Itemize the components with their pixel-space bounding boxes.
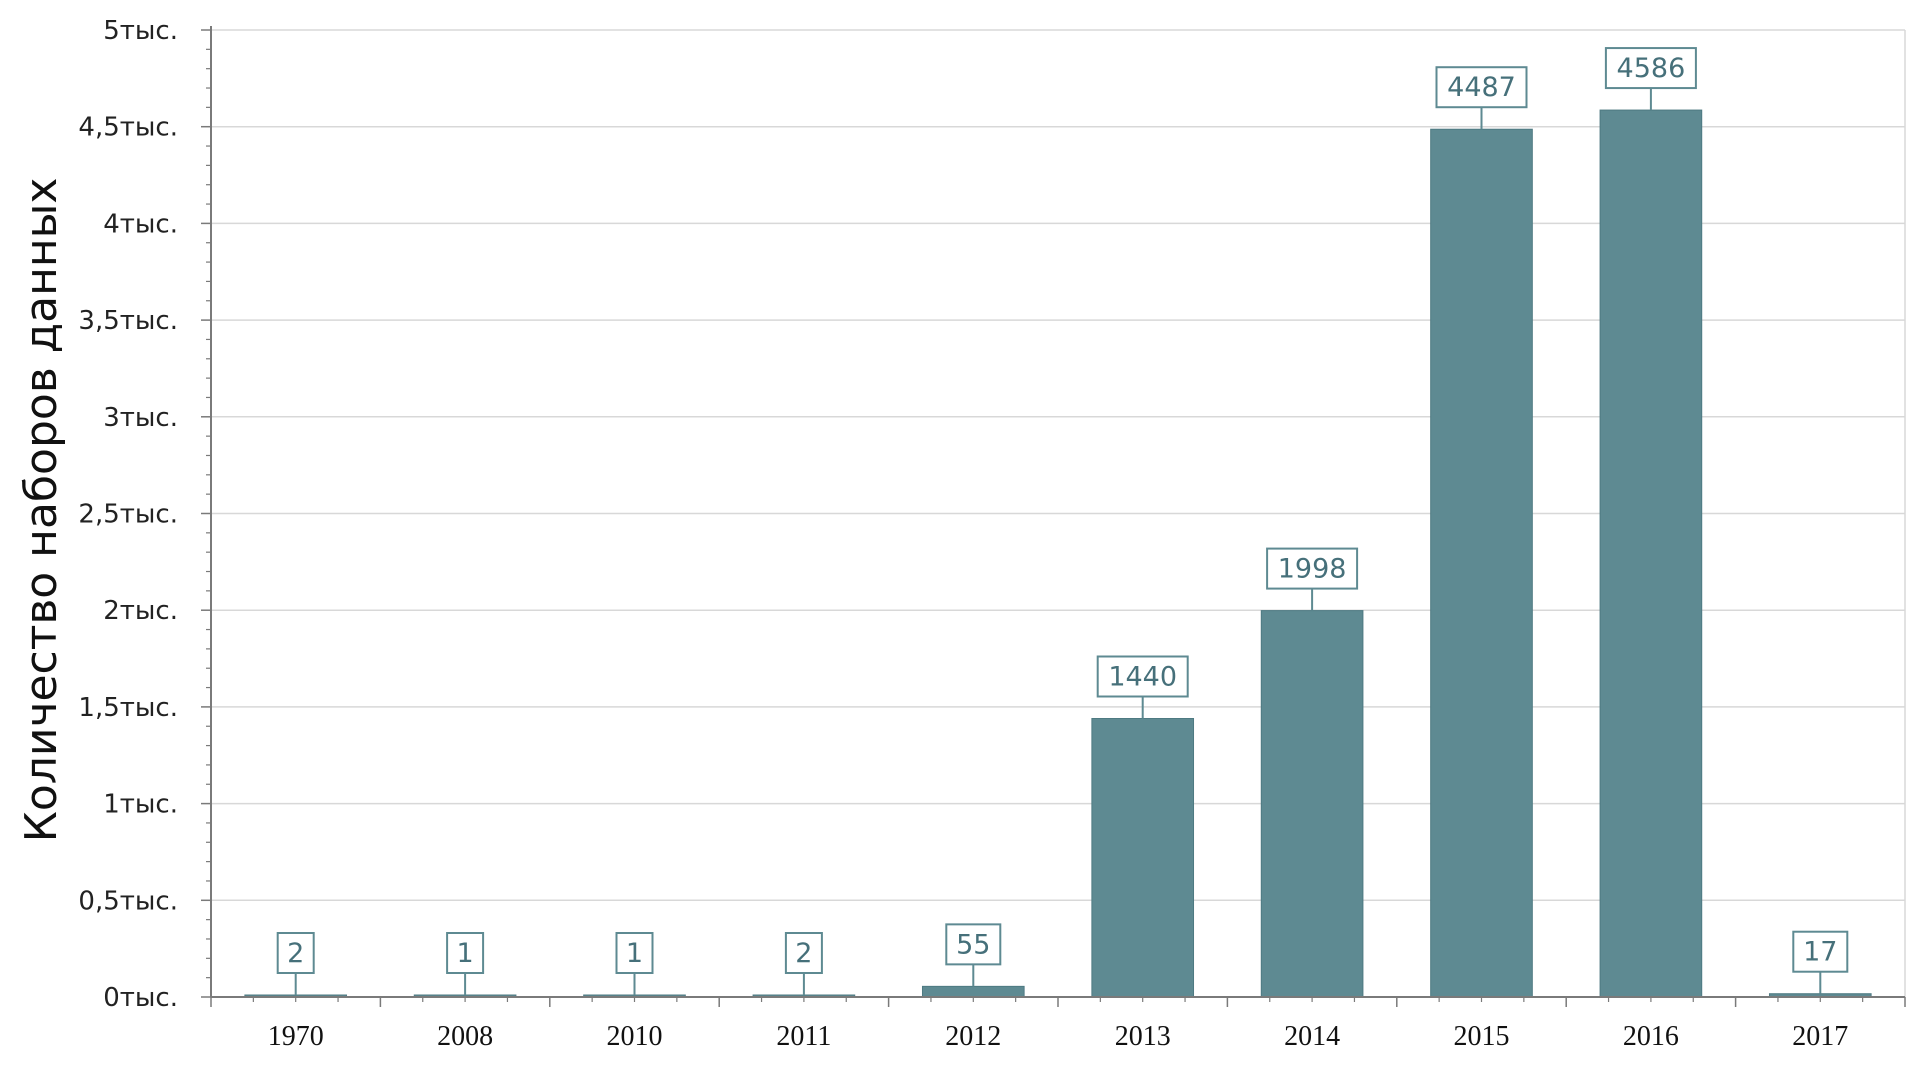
y-tick-label: 0,5тыс. (78, 886, 178, 916)
y-tick-label: 3тыс. (103, 403, 178, 433)
bar (921, 985, 1025, 998)
data-label: 1 (626, 938, 643, 969)
bars (244, 109, 1872, 998)
data-label: 1 (457, 938, 474, 969)
data-label-box (1792, 930, 1849, 973)
data-labels: 2 1 1 2 55 1440 1998 4487 4586 17 (276, 47, 1849, 995)
data-label: 2 (287, 938, 304, 969)
x-tick-label: 2015 (1454, 1021, 1510, 1052)
x-tick-label: 2017 (1792, 1021, 1848, 1052)
data-label: 1440 (1108, 662, 1177, 693)
y-tick-label: 4,5тыс. (78, 113, 178, 143)
y-axis-title: Количество наборов данных (16, 178, 67, 843)
bar (1430, 128, 1533, 998)
data-label-box (945, 923, 1002, 966)
data-label: 4487 (1447, 72, 1516, 103)
x-tick-label: 1970 (268, 1021, 324, 1052)
bar (1260, 610, 1364, 998)
data-label: 1998 (1278, 554, 1347, 585)
data-label: 4586 (1617, 53, 1686, 84)
axes: 0тыс. 0,5тыс. 1тыс. 1,5тыс. 2тыс. 2,5тыс. 3тыс… (78, 16, 1906, 1052)
bar (1599, 109, 1703, 998)
y-tick-label: 3,5тыс. (78, 306, 178, 336)
data-label-box (1096, 655, 1189, 698)
x-tick-label: 2010 (607, 1021, 663, 1052)
y-tick-label: 2,5тыс. (78, 500, 178, 530)
data-label-box (784, 932, 823, 974)
y-axis-title-group: Количество наборов данных (16, 178, 67, 843)
data-label-box (1266, 547, 1359, 590)
data-label: 55 (956, 929, 990, 960)
x-tick-label: 2012 (945, 1021, 1001, 1052)
bar (1091, 718, 1195, 998)
data-label-box (1604, 47, 1697, 90)
data-label-box (615, 932, 654, 974)
y-tick-label: 0тыс. (103, 983, 178, 1013)
x-tick-label: 2013 (1115, 1021, 1171, 1052)
y-tick-label: 2тыс. (103, 596, 178, 626)
data-label: 2 (795, 938, 812, 969)
data-label-box (446, 932, 485, 974)
y-tick-label: 1тыс. (103, 790, 178, 820)
x-tick-label: 2011 (776, 1021, 831, 1052)
x-tick-label: 2014 (1284, 1021, 1340, 1052)
y-tick-label: 5тыс. (103, 16, 178, 46)
y-tick-label: 4тыс. (103, 209, 178, 239)
data-label-box (1435, 66, 1528, 109)
y-tick-label: 1,5тыс. (78, 693, 178, 723)
data-label-box (276, 932, 315, 974)
x-tick-label: 2016 (1623, 1021, 1679, 1052)
x-tick-label: 2008 (437, 1021, 493, 1052)
data-label: 17 (1803, 937, 1837, 968)
